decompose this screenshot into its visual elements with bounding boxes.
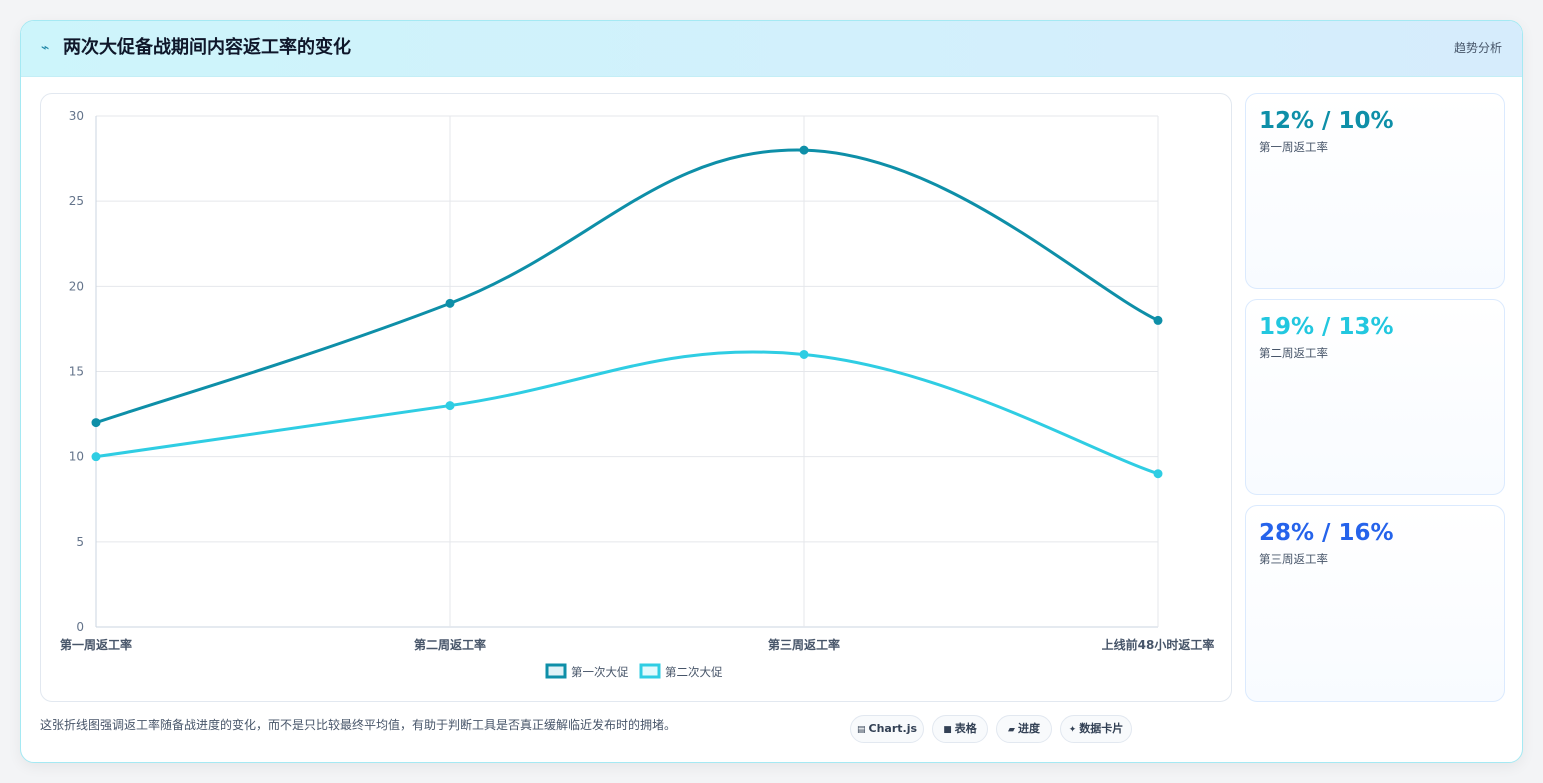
chip-datacard[interactable]: ✦ 数据卡片: [1060, 715, 1132, 743]
y-tick-label: 5: [76, 535, 84, 549]
stat-card-week1: 12% / 10% 第一周返工率: [1245, 93, 1505, 289]
data-point: [799, 145, 809, 155]
y-tick-label: 10: [69, 450, 84, 464]
legend-swatch: [639, 663, 661, 679]
analysis-tag: 趋势分析: [1453, 41, 1502, 55]
data-point: [91, 418, 101, 428]
legend-swatch: [545, 663, 567, 679]
card-icon: ✦: [1068, 725, 1077, 735]
line-chart: 0 5 10 15 20 25 30 第一周返工率 第二周返工率 第三周返工率 上线前48小时返工率…: [60, 109, 1215, 679]
y-tick-label: 15: [69, 365, 84, 379]
x-tick-label: 上线前48小时返工率: [1102, 637, 1215, 652]
progress-icon: ▰: [1008, 725, 1015, 735]
chip-table[interactable]: ■ 表格: [932, 715, 988, 743]
data-point: [1153, 315, 1163, 325]
chart-icon: ▤: [856, 725, 866, 735]
chip-label: 表格: [954, 722, 977, 735]
series-line-2: [94, 350, 1160, 476]
chip-chartjs[interactable]: ▤ Chart.js: [850, 715, 924, 743]
chip-progress[interactable]: ▰ 进度: [996, 715, 1052, 743]
stat-label: 第一周返工率: [1259, 140, 1328, 154]
data-point: [445, 298, 455, 308]
data-point: [445, 401, 455, 411]
stat-card-week2: 19% / 13% 第二周返工率: [1245, 299, 1505, 495]
chip-label: 进度: [1017, 722, 1040, 735]
data-point: [799, 349, 809, 359]
chip-label: 数据卡片: [1079, 722, 1124, 735]
page-title: 两次大促备战期间内容返工率的变化: [63, 37, 351, 58]
chart-card: ⌁ 两次大促备战期间内容返工率的变化 趋势分析 0 5 10 15 20 25 30 第一周返…: [20, 20, 1523, 763]
stat-value: 28% / 16%: [1259, 520, 1394, 546]
stat-value: 12% / 10%: [1259, 108, 1394, 134]
y-tick-label: 0: [76, 620, 84, 634]
legend-label: 第二次大促: [665, 665, 723, 679]
stat-label: 第二周返工率: [1259, 346, 1328, 360]
y-tick-label: 25: [69, 194, 84, 208]
data-point: [91, 452, 101, 462]
x-tick-label: 第一周返工率: [60, 637, 132, 652]
card-header: ⌁ 两次大促备战期间内容返工率的变化 趋势分析: [21, 21, 1522, 77]
stat-value: 19% / 13%: [1259, 314, 1394, 340]
data-point: [1153, 469, 1163, 479]
x-tick-label: 第三周返工率: [768, 637, 840, 652]
series-line-1: [94, 148, 1160, 425]
footer-note: 这张折线图强调返工率随备战进度的变化，而不是只比较最终平均值，有助于判断工具是否…: [40, 718, 677, 732]
y-tick-label: 20: [69, 279, 84, 293]
y-tick-label: 30: [69, 109, 84, 123]
legend-label: 第一次大促: [571, 665, 629, 679]
stat-label: 第三周返工率: [1259, 552, 1328, 566]
x-tick-label: 第二周返工率: [414, 637, 486, 652]
stat-card-week3: 28% / 16% 第三周返工率: [1245, 505, 1505, 702]
line-chart-panel: 0 5 10 15 20 25 30 第一周返工率 第二周返工率 第三周返工率 上线前48小时返工率…: [40, 93, 1232, 702]
lightning-icon: ⌁: [41, 40, 50, 56]
table-icon: ■: [943, 725, 952, 735]
chip-label: Chart.js: [868, 722, 918, 735]
